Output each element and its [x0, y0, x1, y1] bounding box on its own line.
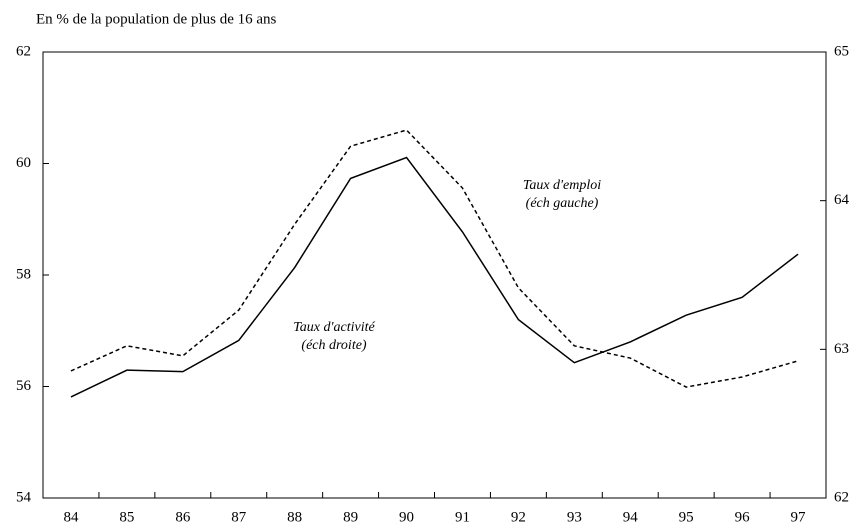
- y-tick-label: 56: [16, 378, 32, 394]
- y2-tick-label: 63: [834, 341, 849, 357]
- x-tick-label: 88: [287, 509, 302, 525]
- y-tick-label: 60: [16, 155, 31, 171]
- y-tick-label: 62: [16, 43, 31, 59]
- chart-title: En % de la population de plus de 16 ans: [36, 11, 277, 27]
- y2-tick-label: 62: [834, 489, 849, 505]
- x-tick-label: 85: [119, 509, 134, 525]
- series-line: [70, 129, 799, 388]
- x-tick-label: 96: [735, 509, 751, 525]
- x-tick-label: 90: [399, 509, 414, 525]
- x-tick-label: 94: [623, 509, 639, 525]
- x-tick-label: 89: [343, 509, 358, 525]
- x-tick-label: 93: [567, 509, 582, 525]
- x-tick-label: 92: [511, 509, 526, 525]
- series-note: (éch droite): [301, 338, 367, 353]
- x-tick-label: 86: [175, 509, 191, 525]
- series-note: (éch gauche): [526, 196, 599, 211]
- series-line: [70, 156, 799, 398]
- x-tick-label: 91: [455, 509, 470, 525]
- x-tick-label: 95: [679, 509, 694, 525]
- y-tick-label: 58: [16, 266, 31, 282]
- plot-frame: [42, 51, 827, 499]
- x-tick-label: 87: [231, 509, 247, 525]
- y2-tick-label: 65: [834, 43, 849, 59]
- y2-tick-label: 64: [834, 192, 850, 208]
- series-label: Taux d'activité: [293, 320, 375, 335]
- x-tick-label: 84: [63, 509, 79, 525]
- y-tick-label: 54: [16, 489, 32, 505]
- series-label: Taux d'emploi: [523, 178, 601, 193]
- x-tick-label: 97: [791, 509, 807, 525]
